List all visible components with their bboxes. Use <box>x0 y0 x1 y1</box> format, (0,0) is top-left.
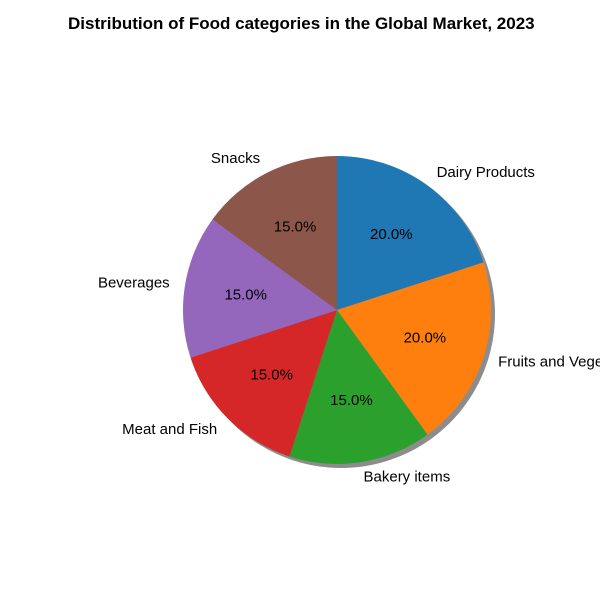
category-label-dairy-products: Dairy Products <box>437 164 535 181</box>
percent-label-meat-and-fish: 15.0% <box>250 366 293 383</box>
pie-slice-bakery-items <box>289 310 428 464</box>
pie-slice-meat-and-fish <box>190 310 337 457</box>
category-label-bakery-items: Bakery items <box>364 468 451 485</box>
category-label-beverages: Beverages <box>98 274 170 291</box>
percent-label-snacks: 15.0% <box>274 219 317 236</box>
percent-label-bakery-items: 15.0% <box>330 392 373 409</box>
pie-slice-beverages <box>182 219 337 358</box>
category-label-snacks: Snacks <box>211 150 260 167</box>
percent-label-fruits-and-vegetables: 20.0% <box>404 330 447 347</box>
percent-label-beverages: 15.0% <box>224 287 267 304</box>
pie-slice-dairy-products <box>337 156 484 310</box>
chart-title: Distribution of Food categories in the G… <box>68 14 535 33</box>
category-label-meat-and-fish: Meat and Fish <box>122 421 217 438</box>
pie-slice-fruits-and-vegetables <box>337 262 491 435</box>
category-label-fruits-and-vegetables: Fruits and Vegetables <box>498 353 600 370</box>
pie-slice-snacks <box>212 156 337 310</box>
percent-label-dairy-products: 20.0% <box>370 226 413 243</box>
